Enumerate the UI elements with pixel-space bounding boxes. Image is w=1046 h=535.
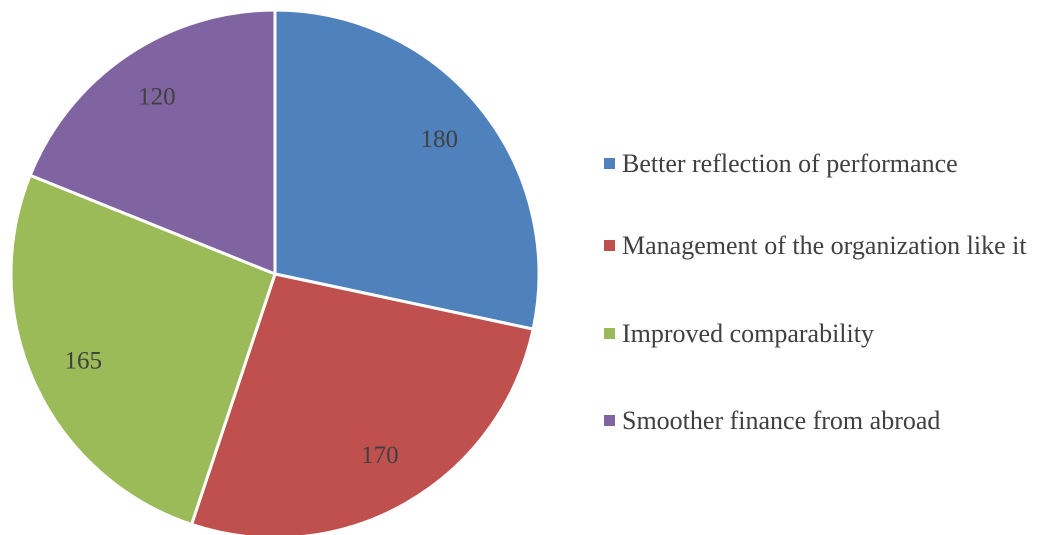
legend-item: Management of the organization like it: [604, 226, 1044, 265]
legend-item: Better reflection of performance: [604, 144, 1044, 183]
data-label: 180: [420, 126, 458, 153]
legend-swatch: [604, 328, 615, 339]
data-label: 165: [65, 347, 103, 374]
legend-label: Improved comparability: [622, 319, 874, 348]
data-label: 120: [138, 84, 176, 111]
legend-label: Management of the organization like it: [622, 231, 1027, 260]
pie-slice: [189, 272, 535, 535]
pie-slice: [273, 8, 541, 331]
legend-item: Improved comparability: [604, 314, 1044, 353]
pie-slice: [9, 173, 277, 527]
legend-label: Smoother finance from abroad: [622, 406, 941, 435]
legend-label: Better reflection of performance: [622, 149, 958, 178]
legend-swatch: [604, 240, 615, 251]
data-label: 170: [361, 442, 399, 469]
legend-swatch: [604, 158, 615, 169]
pie-slice: [28, 8, 277, 277]
legend-swatch: [604, 415, 615, 426]
legend-item: Smoother finance from abroad: [604, 401, 1044, 440]
